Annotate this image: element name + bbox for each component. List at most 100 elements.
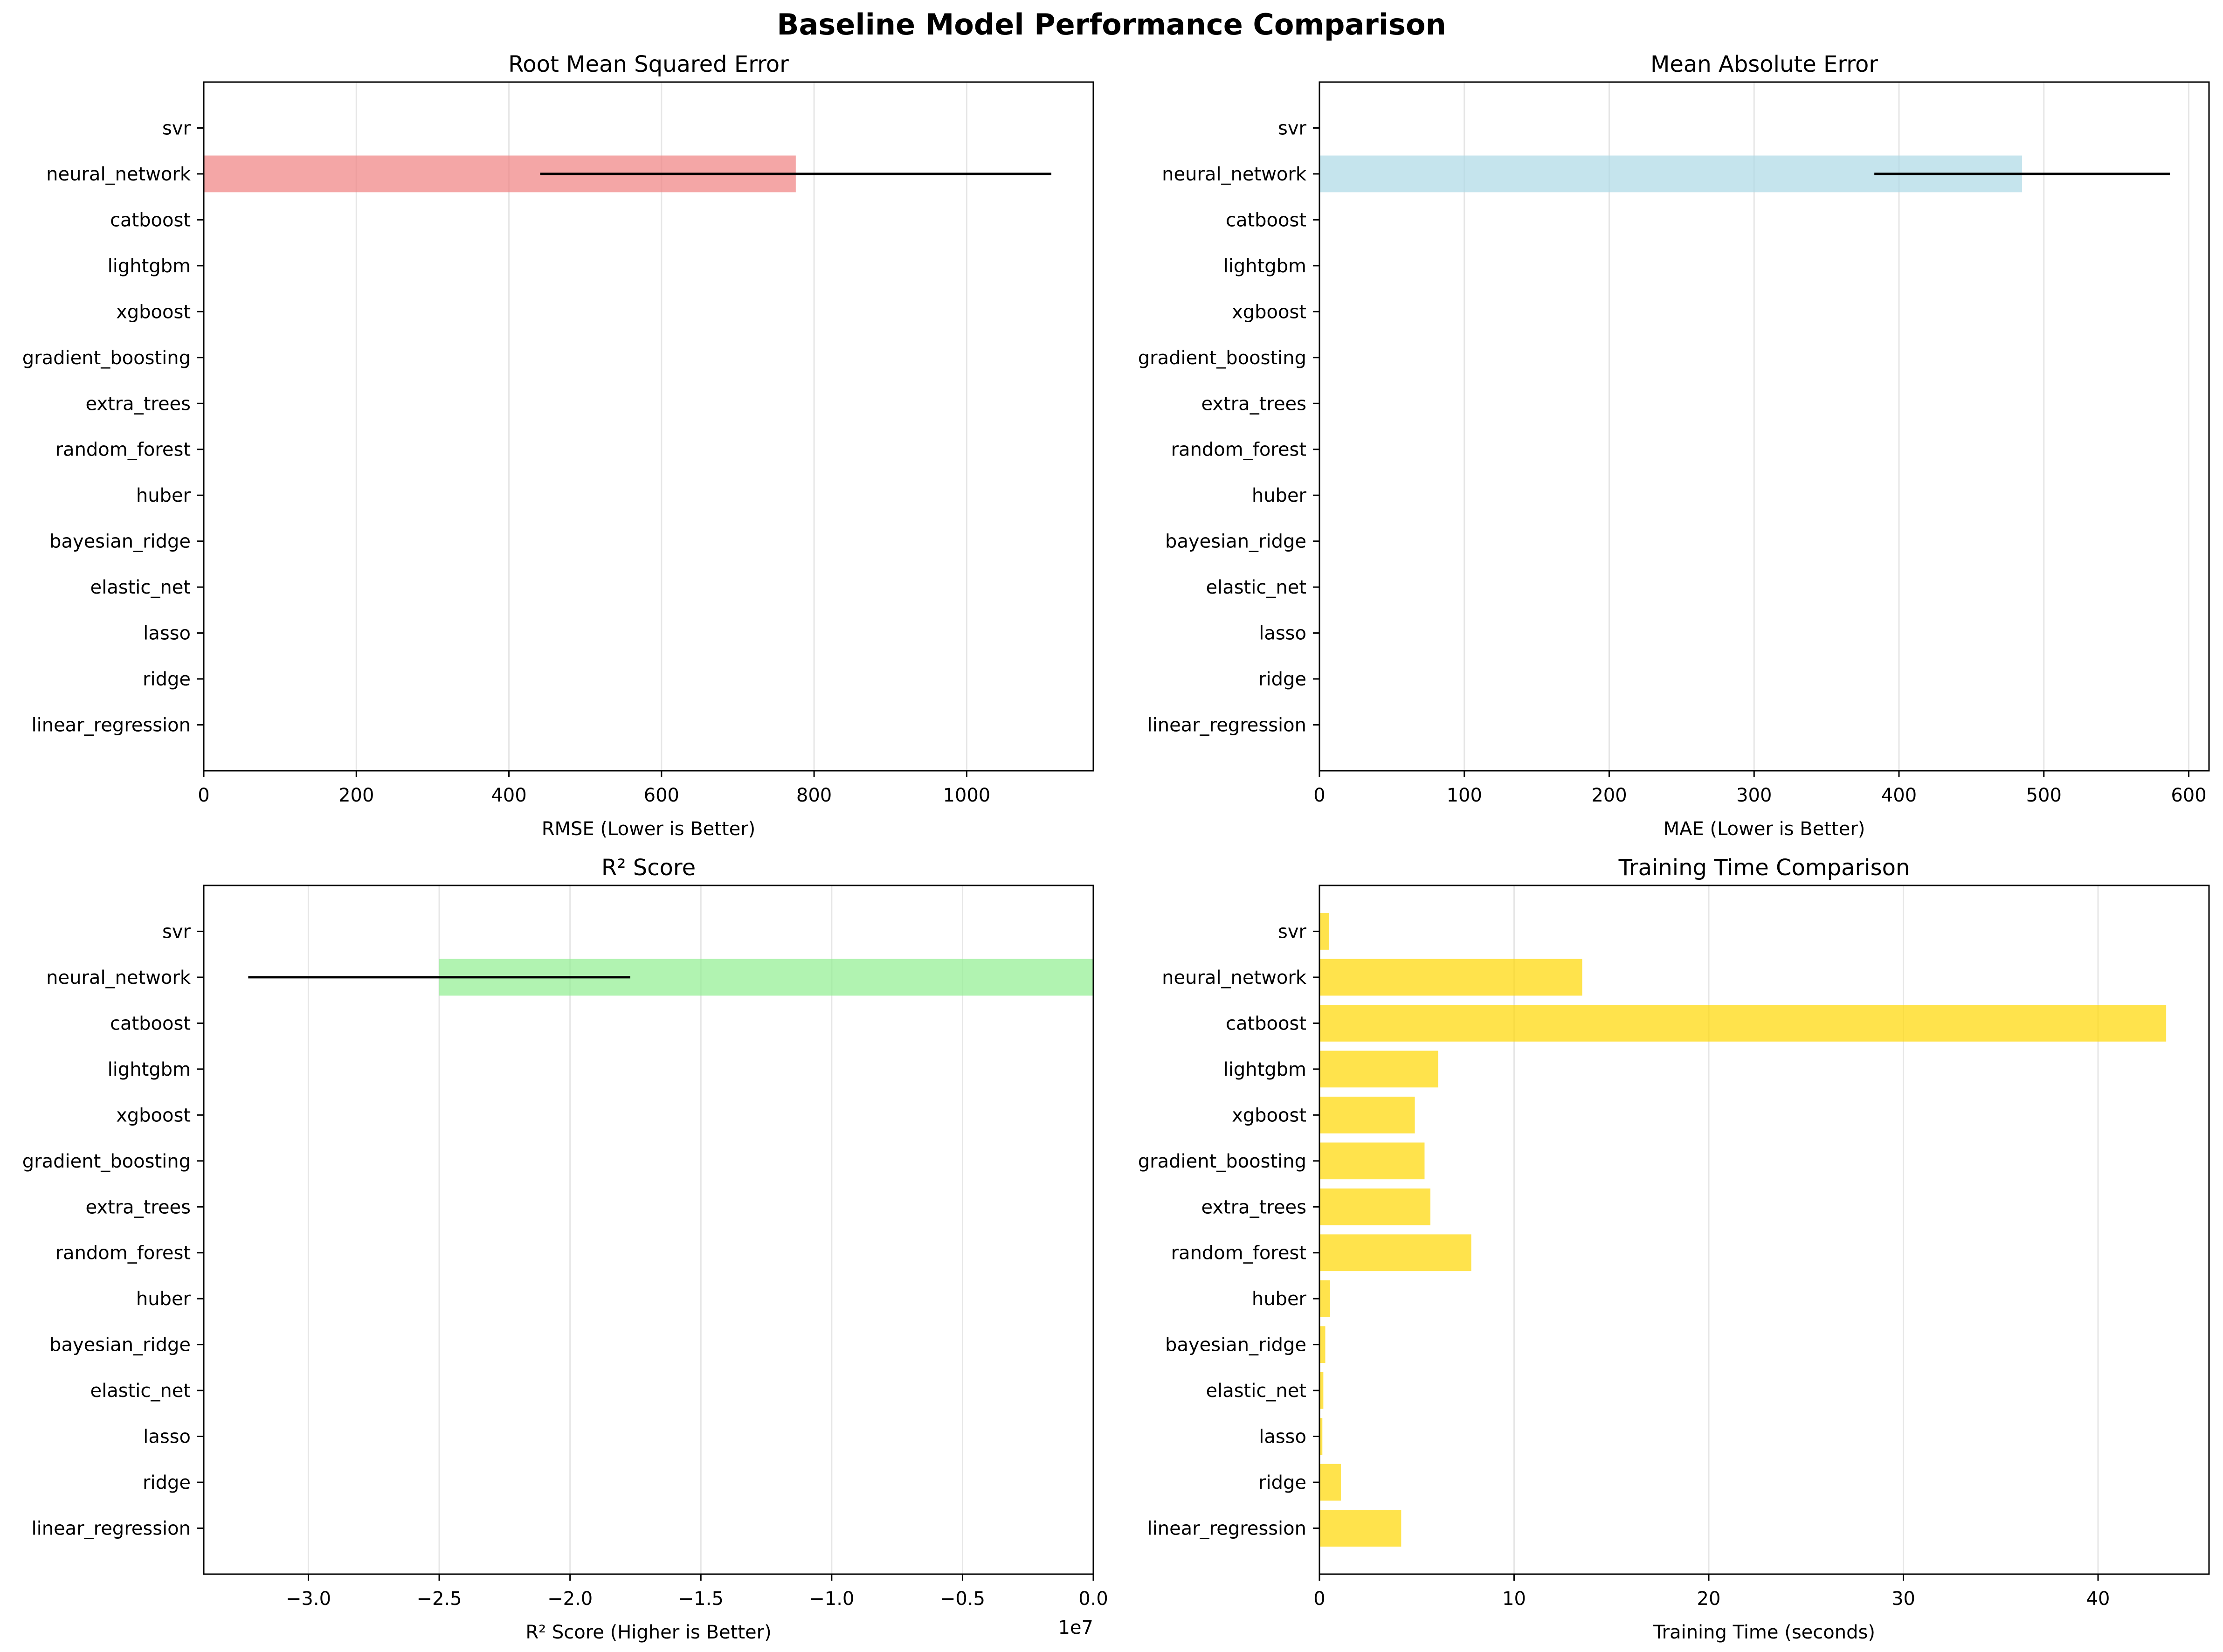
time-ytick-label: xgboost xyxy=(1232,1105,1306,1126)
rmse-ytick-label: neural_network xyxy=(46,164,191,185)
time-xtick-label: 40 xyxy=(2086,1588,2110,1610)
time-bar-bayesian_ridge xyxy=(1319,1326,1326,1363)
time-bar-linear_regression xyxy=(1319,1510,1401,1547)
time-xtick-label: 20 xyxy=(1697,1588,1721,1610)
time-bar-catboost xyxy=(1319,1005,2167,1042)
time-bar-elastic_net xyxy=(1319,1372,1324,1409)
mae-xtick-label: 200 xyxy=(1591,785,1627,806)
r2-panel: linear_regression ridge lasso elastic_net ba… xyxy=(22,855,1108,1643)
time-bar-svr xyxy=(1319,913,1329,950)
time-ytick-label: neural_network xyxy=(1162,967,1307,988)
time-panel: linear_regression ridge lasso elastic_net ba… xyxy=(1138,855,2210,1643)
mae-ytick-label: svr xyxy=(1278,118,1307,139)
r2-axes-frame xyxy=(203,885,1094,1575)
r2-x-axis-label: R² Score (Higher is Better) xyxy=(525,1622,771,1643)
time-bar-lightgbm xyxy=(1319,1051,1438,1088)
rmse-ytick-label: xgboost xyxy=(116,301,191,323)
mae-ytick-label: lightgbm xyxy=(1223,256,1306,277)
mae-ytick-label: xgboost xyxy=(1232,301,1306,323)
time-axes-frame xyxy=(1319,885,2210,1575)
time-ytick-label: extra_trees xyxy=(1201,1196,1306,1218)
mae-xtick-label: 600 xyxy=(2171,785,2206,806)
mae-x-axis-label: MAE (Lower is Better) xyxy=(1664,818,1865,840)
time-bar-gradient_boosting xyxy=(1319,1142,1425,1180)
mae-xtick-label: 500 xyxy=(2026,785,2062,806)
time-ytick-label: lightgbm xyxy=(1223,1059,1306,1080)
rmse-xtick-label: 1000 xyxy=(943,785,990,806)
mae-ytick-label: bayesian_ridge xyxy=(1165,531,1306,553)
time-bar-random_forest xyxy=(1319,1234,1471,1272)
rmse-ytick-label: linear_regression xyxy=(31,715,191,736)
r2-ytick-label: huber xyxy=(136,1288,191,1310)
time-xtick-label: 10 xyxy=(1502,1588,1526,1610)
rmse-ytick-label: lightgbm xyxy=(108,256,191,277)
time-ytick-label: ridge xyxy=(1258,1472,1306,1493)
mae-ytick-label: gradient_boosting xyxy=(1138,347,1306,369)
mae-ytick-label: lasso xyxy=(1259,623,1306,644)
mae-chart-title: Mean Absolute Error xyxy=(1650,51,1878,77)
rmse-xtick-label: 600 xyxy=(644,785,679,806)
time-bar-neural_network xyxy=(1319,959,1582,996)
rmse-chart-title: Root Mean Squared Error xyxy=(508,51,789,77)
r2-ytick-label: xgboost xyxy=(116,1105,191,1126)
time-ytick-label: elastic_net xyxy=(1206,1380,1306,1402)
figure-title: Baseline Model Performance Comparison xyxy=(777,7,1446,41)
time-ytick-label: catboost xyxy=(1226,1013,1306,1034)
mae-ytick-label: catboost xyxy=(1226,209,1306,231)
rmse-axes-frame xyxy=(203,81,1094,772)
time-ytick-label: random_forest xyxy=(1171,1243,1306,1264)
rmse-x-axis-label: RMSE (Lower is Better) xyxy=(542,818,756,840)
r2-xtick-label: −1.5 xyxy=(678,1588,724,1610)
rmse-panel: linear_regression ridge lasso elastic_net ba… xyxy=(22,51,1094,840)
rmse-ytick-label: elastic_net xyxy=(90,577,191,598)
time-ytick-label: lasso xyxy=(1259,1426,1306,1448)
r2-ytick-label: lasso xyxy=(143,1426,191,1448)
time-xtick-label: 30 xyxy=(1892,1588,1915,1610)
r2-ytick-label: gradient_boosting xyxy=(22,1151,191,1172)
r2-offset-text: 1e7 xyxy=(1058,1617,1093,1638)
r2-chart-title: R² Score xyxy=(601,855,696,881)
r2-ytick-label: random_forest xyxy=(55,1243,191,1264)
time-ytick-label: bayesian_ridge xyxy=(1165,1334,1306,1356)
rmse-ytick-label: lasso xyxy=(143,623,191,644)
rmse-ytick-label: svr xyxy=(162,118,191,139)
mae-ytick-label: huber xyxy=(1252,485,1307,506)
time-bar-ridge xyxy=(1319,1464,1341,1501)
r2-ytick-label: bayesian_ridge xyxy=(49,1334,191,1356)
time-x-axis-label: Training Time (seconds) xyxy=(1653,1622,1875,1643)
time-bar-huber xyxy=(1319,1280,1330,1317)
rmse-xtick-label: 200 xyxy=(338,785,374,806)
rmse-xtick-label: 400 xyxy=(491,785,526,806)
mae-ytick-label: random_forest xyxy=(1171,439,1306,461)
time-bar-lasso xyxy=(1319,1418,1323,1455)
rmse-ytick-label: ridge xyxy=(143,669,191,690)
r2-ytick-label: svr xyxy=(162,921,191,942)
time-ytick-label: linear_regression xyxy=(1147,1518,1306,1540)
r2-ytick-label: lightgbm xyxy=(108,1059,191,1080)
mae-xtick-label: 300 xyxy=(1736,785,1772,806)
r2-xtick-label: −3.0 xyxy=(286,1588,331,1610)
mae-xtick-label: 100 xyxy=(1447,785,1482,806)
rmse-ytick-label: huber xyxy=(136,485,191,506)
time-chart-title: Training Time Comparison xyxy=(1618,855,1910,881)
r2-xtick-label: −0.5 xyxy=(940,1588,985,1610)
mae-panel: linear_regression ridge lasso elastic_net ba… xyxy=(1138,51,2210,840)
time-bar-xgboost xyxy=(1319,1096,1415,1134)
mae-ytick-label: linear_regression xyxy=(1147,715,1306,736)
rmse-xtick-label: 800 xyxy=(796,785,832,806)
r2-xtick-label: −1.0 xyxy=(809,1588,854,1610)
rmse-ytick-label: gradient_boosting xyxy=(22,347,191,369)
r2-xtick-label: 0.0 xyxy=(1078,1588,1108,1610)
mae-xtick-label: 400 xyxy=(1881,785,1917,806)
r2-xtick-label: −2.0 xyxy=(547,1588,593,1610)
mae-ytick-label: extra_trees xyxy=(1201,393,1306,415)
rmse-ytick-label: bayesian_ridge xyxy=(49,531,191,553)
time-ytick-label: svr xyxy=(1278,921,1307,942)
mae-ytick-label: neural_network xyxy=(1162,164,1307,185)
mae-ytick-label: elastic_net xyxy=(1206,577,1306,598)
time-ytick-label: gradient_boosting xyxy=(1138,1151,1306,1172)
mae-ytick-label: ridge xyxy=(1258,669,1306,690)
rmse-ytick-label: catboost xyxy=(110,209,191,231)
time-xtick-label: 0 xyxy=(1313,1588,1325,1610)
